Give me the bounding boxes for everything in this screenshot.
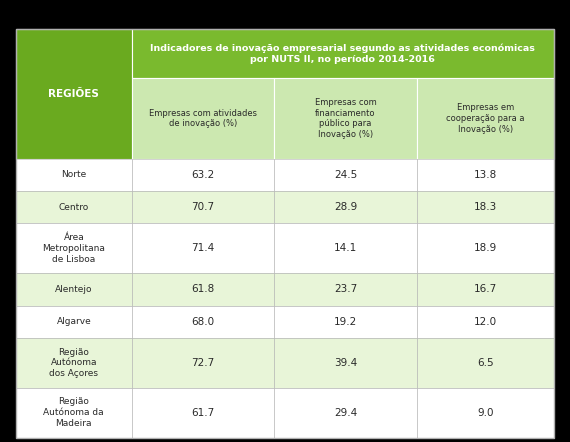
Text: 63.2: 63.2 bbox=[192, 170, 214, 180]
Bar bbox=[274, 79, 417, 159]
Bar bbox=[132, 273, 274, 305]
Bar bbox=[132, 29, 554, 79]
Bar bbox=[16, 273, 132, 305]
Bar bbox=[132, 159, 274, 191]
Text: 16.7: 16.7 bbox=[474, 284, 497, 294]
Text: Região
Autónoma da
Madeira: Região Autónoma da Madeira bbox=[43, 397, 104, 428]
Text: REGIÕES: REGIÕES bbox=[48, 88, 99, 99]
Text: 24.5: 24.5 bbox=[334, 170, 357, 180]
Text: 61.7: 61.7 bbox=[192, 408, 214, 418]
Text: 14.1: 14.1 bbox=[334, 243, 357, 253]
Bar bbox=[16, 305, 132, 338]
Bar bbox=[417, 191, 554, 223]
Text: 68.0: 68.0 bbox=[192, 317, 214, 327]
Text: 28.9: 28.9 bbox=[334, 202, 357, 212]
Text: 29.4: 29.4 bbox=[334, 408, 357, 418]
Bar bbox=[274, 388, 417, 438]
Bar bbox=[274, 159, 417, 191]
Text: Região
Autónoma
dos Açores: Região Autónoma dos Açores bbox=[49, 348, 98, 378]
Bar bbox=[274, 223, 417, 273]
Bar bbox=[274, 338, 417, 388]
Bar bbox=[16, 29, 132, 159]
Text: Centro: Centro bbox=[59, 203, 89, 212]
Bar bbox=[16, 191, 132, 223]
Bar bbox=[132, 223, 274, 273]
Text: 39.4: 39.4 bbox=[334, 358, 357, 368]
Bar bbox=[274, 273, 417, 305]
Text: 12.0: 12.0 bbox=[474, 317, 497, 327]
Text: Empresas com
financiamento
público para
Inovação (%): Empresas com financiamento público para … bbox=[315, 98, 376, 139]
Bar bbox=[417, 305, 554, 338]
Bar bbox=[132, 191, 274, 223]
Text: Algarve: Algarve bbox=[56, 317, 91, 326]
Text: 18.9: 18.9 bbox=[474, 243, 497, 253]
Text: Norte: Norte bbox=[61, 170, 87, 179]
Text: 9.0: 9.0 bbox=[477, 408, 494, 418]
Text: Área
Metropolitana
de Lisboa: Área Metropolitana de Lisboa bbox=[42, 233, 105, 263]
Text: 19.2: 19.2 bbox=[334, 317, 357, 327]
Bar bbox=[16, 338, 132, 388]
Bar bbox=[132, 388, 274, 438]
Bar bbox=[417, 223, 554, 273]
Bar bbox=[417, 338, 554, 388]
Text: 71.4: 71.4 bbox=[192, 243, 214, 253]
Bar bbox=[417, 79, 554, 159]
Text: Alentejo: Alentejo bbox=[55, 285, 92, 294]
Bar bbox=[16, 223, 132, 273]
Bar bbox=[417, 273, 554, 305]
Text: Indicadores de inovação empresarial segundo as atividades económicas
por NUTS II: Indicadores de inovação empresarial segu… bbox=[150, 43, 535, 64]
Text: 61.8: 61.8 bbox=[192, 284, 214, 294]
Text: 13.8: 13.8 bbox=[474, 170, 497, 180]
Bar bbox=[132, 338, 274, 388]
Bar bbox=[132, 305, 274, 338]
Text: 23.7: 23.7 bbox=[334, 284, 357, 294]
Bar bbox=[417, 159, 554, 191]
Text: 72.7: 72.7 bbox=[192, 358, 214, 368]
Text: 18.3: 18.3 bbox=[474, 202, 497, 212]
Text: Empresas com atividades
de inovação (%): Empresas com atividades de inovação (%) bbox=[149, 109, 257, 128]
Bar bbox=[16, 159, 132, 191]
Text: 70.7: 70.7 bbox=[192, 202, 214, 212]
Text: 6.5: 6.5 bbox=[477, 358, 494, 368]
Bar bbox=[16, 388, 132, 438]
Text: Empresas em
cooperação para a
Inovação (%): Empresas em cooperação para a Inovação (… bbox=[446, 103, 524, 134]
Bar bbox=[274, 191, 417, 223]
Bar bbox=[132, 79, 274, 159]
Bar bbox=[274, 305, 417, 338]
Bar bbox=[417, 388, 554, 438]
